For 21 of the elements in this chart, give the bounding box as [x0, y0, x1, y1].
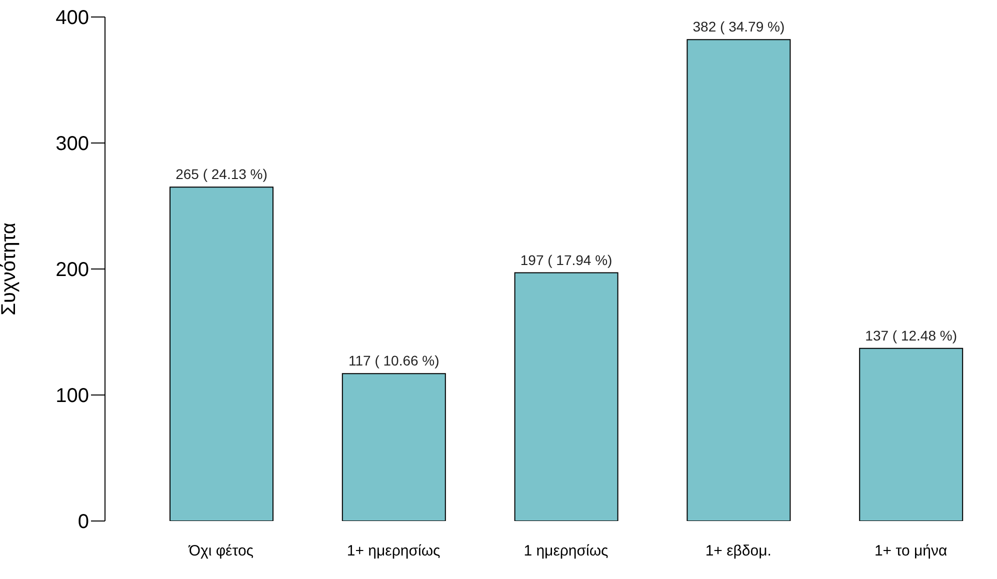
y-tick-label: 0 [78, 511, 89, 534]
bar [859, 348, 964, 521]
y-tick-label: 400 [56, 7, 89, 30]
bar [342, 373, 446, 521]
data-label: 197 ( 17.94 %) [520, 252, 612, 268]
data-label: 117 ( 10.66 %) [348, 352, 440, 369]
x-tick-label: Όχι φέτος [188, 542, 254, 560]
bar [514, 272, 618, 521]
data-label: 265 ( 24.13 %) [176, 166, 268, 182]
y-tick-label: 200 [56, 259, 89, 282]
bar [170, 186, 274, 521]
data-label: 137 ( 12.48 %) [865, 327, 958, 344]
y-axis-title: Συχνότητα [0, 222, 20, 316]
data-label: 382 ( 34.79 %) [692, 18, 785, 35]
bar [686, 39, 791, 521]
x-tick-label: 1+ εβδομ. [705, 542, 772, 560]
y-tick-label: 100 [56, 385, 89, 408]
x-tick-label: 1+ ημερησίως [346, 542, 440, 560]
x-tick-label: 1+ το μήνα [874, 542, 948, 560]
y-tick-label: 300 [56, 133, 89, 156]
x-tick-label: 1 ημερησίως [524, 542, 608, 560]
